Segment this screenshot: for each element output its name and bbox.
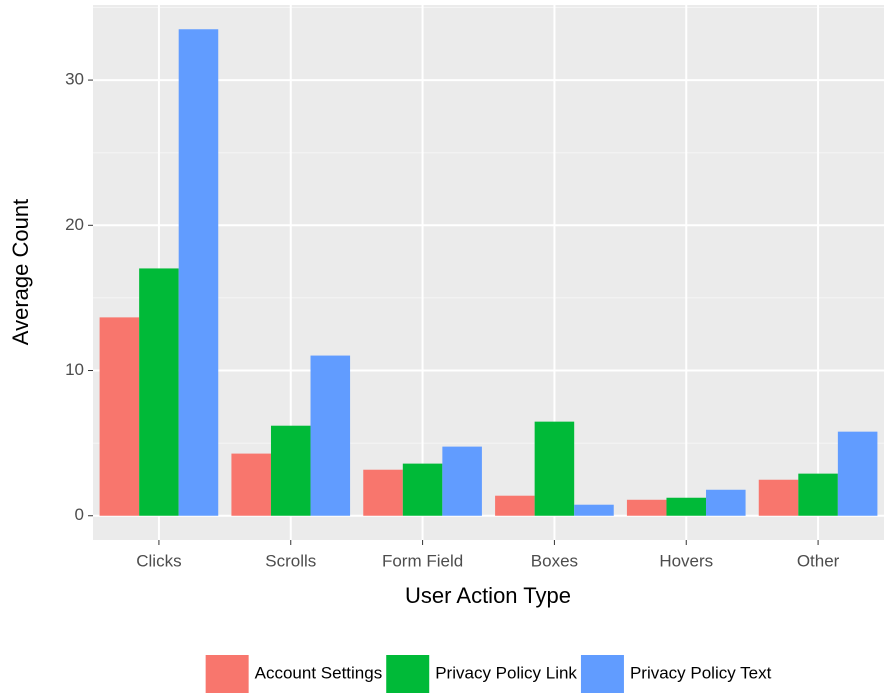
bar xyxy=(837,431,878,516)
bar xyxy=(139,268,179,516)
bar xyxy=(363,469,403,516)
legend-key xyxy=(205,655,249,693)
x-tick-label: Hovers xyxy=(659,551,713,570)
x-tick-label: Form Field xyxy=(382,551,463,570)
x-tick-label: Boxes xyxy=(531,551,578,570)
bar xyxy=(402,463,443,516)
x-axis-title: User Action Type xyxy=(405,583,571,608)
bar xyxy=(666,497,707,516)
bar xyxy=(178,29,219,516)
bar xyxy=(231,453,271,516)
bar xyxy=(270,425,311,516)
y-tick-label: 20 xyxy=(65,215,84,234)
x-tick-label: Clicks xyxy=(136,551,181,570)
x-tick-label: Other xyxy=(797,551,840,570)
bar xyxy=(706,489,746,516)
legend-key xyxy=(580,655,624,693)
y-axis-title: Average Count xyxy=(8,199,33,345)
bar xyxy=(574,504,614,516)
bar xyxy=(534,421,575,516)
legend-label: Privacy Policy Text xyxy=(630,663,772,682)
bar xyxy=(626,499,667,516)
legend-label: Privacy Policy Link xyxy=(435,663,577,682)
legend-label: Account Settings xyxy=(255,663,383,682)
legend-key xyxy=(386,655,430,693)
bar xyxy=(495,495,535,516)
y-tick-label: 30 xyxy=(65,70,84,89)
bar xyxy=(758,479,799,516)
bar xyxy=(798,473,838,516)
bar xyxy=(310,355,351,516)
y-tick-label: 0 xyxy=(75,505,84,524)
panel xyxy=(93,5,884,540)
y-tick-label: 10 xyxy=(65,360,84,379)
bar xyxy=(442,446,482,516)
bar xyxy=(99,317,140,516)
x-tick-label: Scrolls xyxy=(265,551,316,570)
